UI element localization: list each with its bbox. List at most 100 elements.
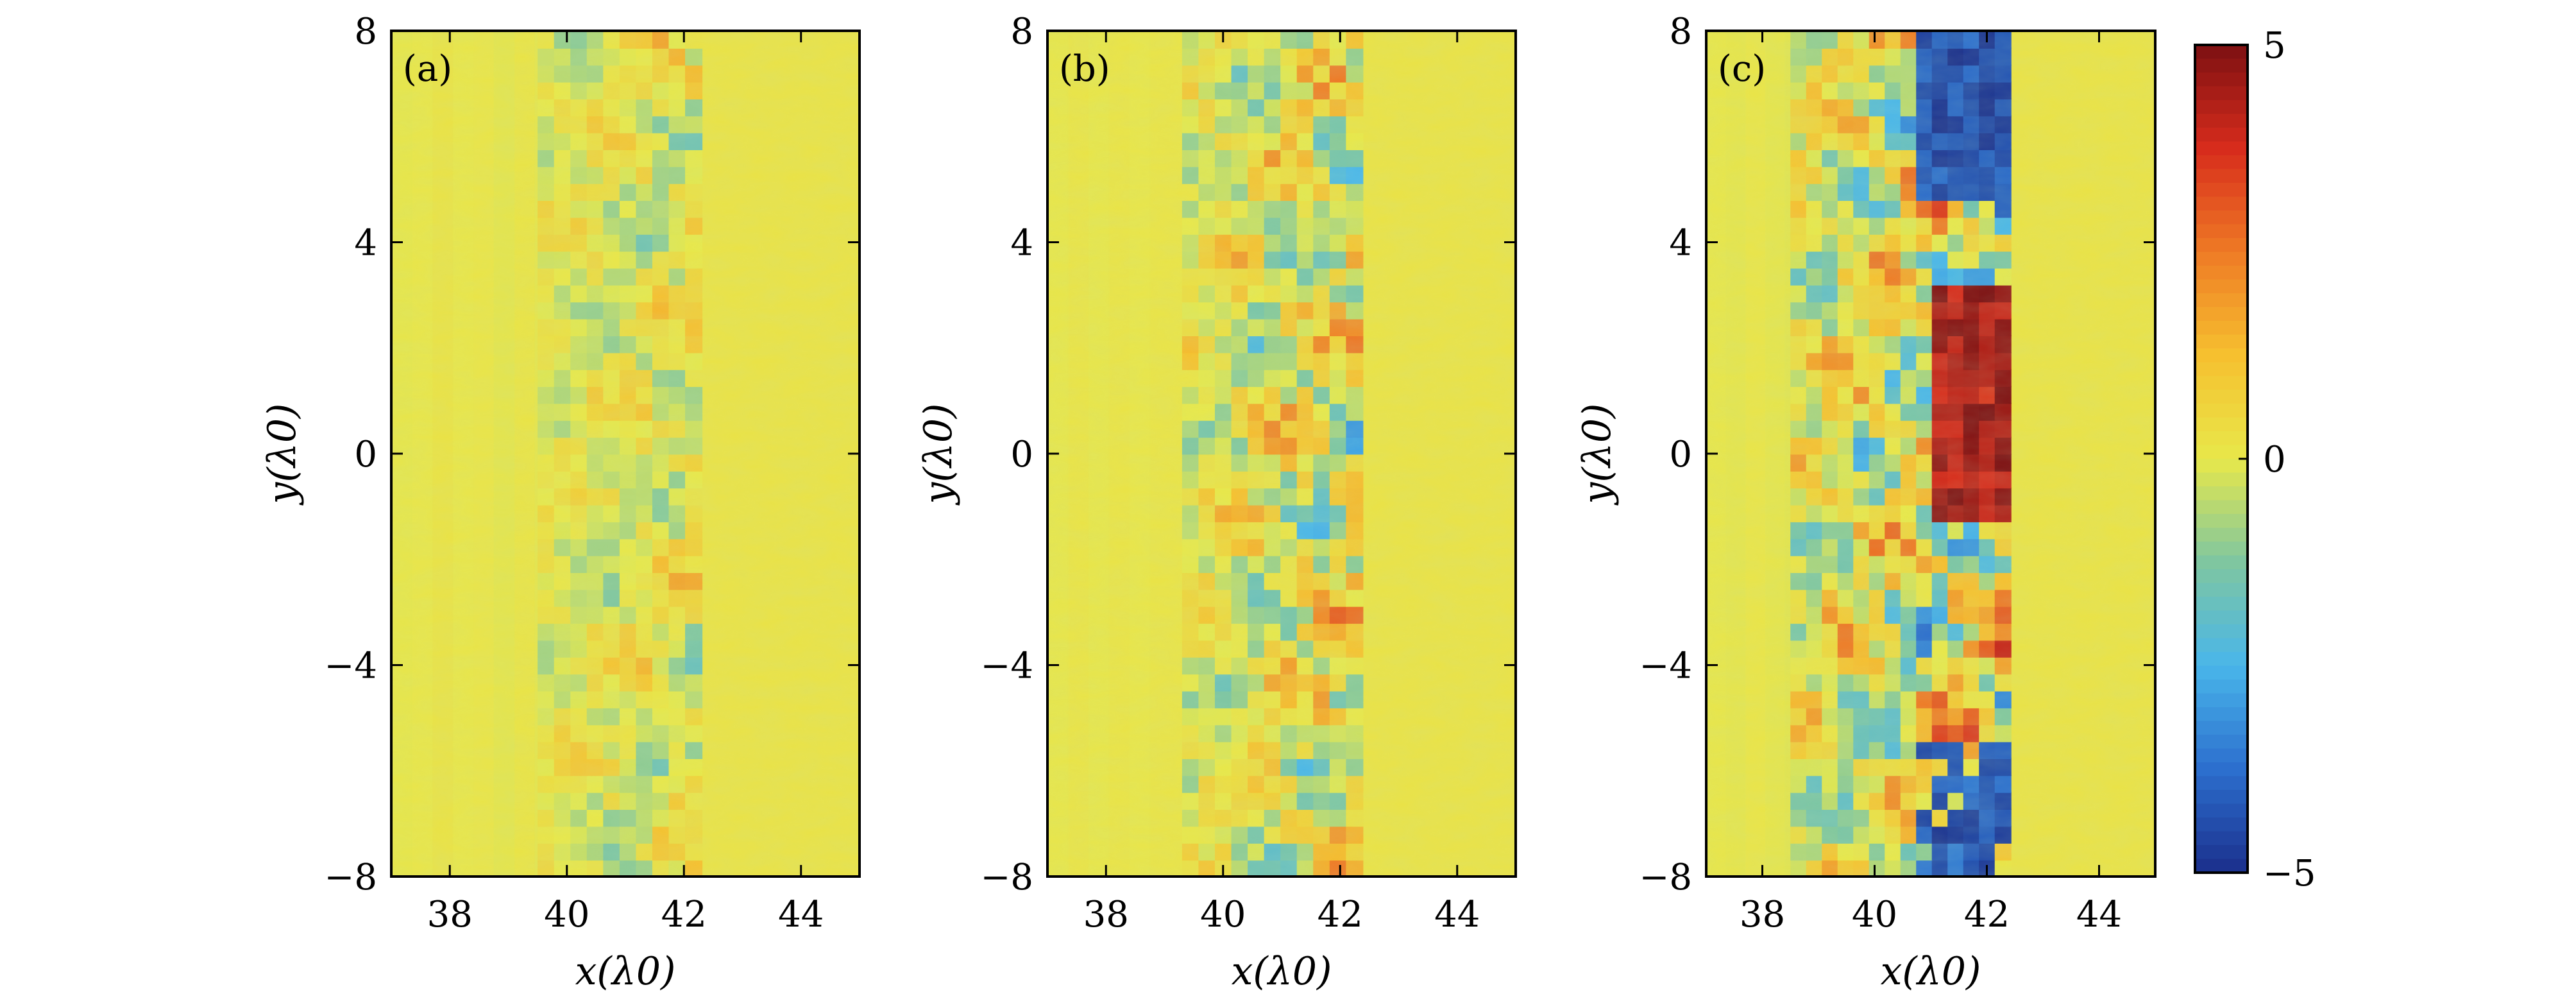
colorbar-swatch	[2195, 362, 2248, 377]
colorbar-swatch	[2195, 404, 2248, 418]
colorbar-swatch	[2195, 169, 2248, 184]
colorbar-swatch	[2195, 45, 2248, 60]
x-tick-label: 44	[778, 894, 824, 936]
y-tick-label: −4	[1639, 646, 1692, 687]
colorbar-swatch	[2195, 376, 2248, 391]
colorbar-swatch	[2195, 762, 2248, 777]
colorbar-tick-label: 0	[2263, 439, 2286, 481]
x-axis-label: x(λ0)	[1881, 949, 1981, 994]
colorbar-swatch	[2195, 445, 2248, 459]
texture-overlay	[1706, 31, 2155, 877]
y-tick-label: −8	[324, 857, 377, 898]
colorbar-swatch	[2195, 652, 2248, 667]
colorbar-swatch	[2195, 817, 2248, 832]
panel-c: 38 40 42 44 −8 −4 0 4 8 x(λ0) y(λ0) (c)	[1575, 11, 2157, 994]
colorbar-swatch	[2195, 569, 2248, 584]
heatmap-field	[1047, 31, 1516, 877]
y-tick-label: 8	[354, 11, 377, 53]
colorbar-tick-label: −5	[2263, 853, 2316, 894]
y-axis-label: y(λ0)	[1575, 404, 1620, 506]
colorbar-swatch	[2195, 542, 2248, 556]
colorbar-swatch	[2195, 238, 2248, 253]
colorbar-swatch	[2195, 334, 2248, 349]
x-axis-label: x(λ0)	[575, 949, 676, 994]
colorbar-swatch	[2195, 348, 2248, 363]
x-tick-label: 40	[544, 894, 589, 936]
panel-label: (b)	[1059, 48, 1110, 90]
colorbar-swatch	[2195, 128, 2248, 142]
x-axis-label: x(λ0)	[1232, 949, 1332, 994]
colorbar-swatch	[2195, 665, 2248, 680]
colorbar-tick-label: 5	[2263, 25, 2286, 67]
colorbar-swatch	[2195, 638, 2248, 653]
colorbar-swatch	[2195, 472, 2248, 487]
colorbar-swatch	[2195, 210, 2248, 225]
y-tick-label: −4	[980, 646, 1033, 687]
texture-overlay	[1047, 31, 1516, 877]
panel-b: 38 40 42 44 −8 −4 0 4 8 x(λ0) y(λ0) (b)	[916, 11, 1517, 994]
y-tick-label: 4	[354, 223, 377, 264]
colorbar-swatch	[2195, 183, 2248, 198]
x-tick-label: 38	[1083, 894, 1129, 936]
colorbar-swatch	[2195, 555, 2248, 570]
colorbar-swatch	[2195, 721, 2248, 735]
colorbar-swatch	[2195, 389, 2248, 404]
y-tick-label: 4	[1010, 223, 1033, 264]
colorbar-swatch	[2195, 196, 2248, 211]
colorbar-swatch	[2195, 86, 2248, 101]
colorbar-swatch	[2195, 527, 2248, 542]
colorbar-swatch	[2195, 417, 2248, 432]
colorbar-swatch	[2195, 224, 2248, 239]
panel-label: (a)	[403, 48, 452, 90]
y-tick-label: −8	[1639, 857, 1692, 898]
x-tick-label: 44	[2076, 894, 2122, 936]
colorbar-swatch	[2195, 790, 2248, 805]
y-axis-label: y(λ0)	[260, 404, 305, 506]
panel-a: 38 40 42 44 −8 −4 0 4 8 x(λ0) y(λ0) (a)	[260, 11, 861, 994]
colorbar-swatch	[2195, 486, 2248, 501]
colorbar: 5 0 −5	[2194, 25, 2316, 894]
colorbar-swatch	[2195, 100, 2248, 115]
colorbar-swatch	[2195, 266, 2248, 280]
x-tick-label: 42	[661, 894, 707, 936]
colorbar-swatch	[2195, 279, 2248, 294]
colorbar-swatch	[2195, 859, 2248, 873]
colorbar-swatch	[2195, 831, 2248, 846]
colorbar-swatch	[2195, 252, 2248, 266]
colorbar-swatch	[2195, 680, 2248, 694]
x-tick-label: 42	[1964, 894, 2010, 936]
colorbar-swatch	[2195, 748, 2248, 763]
colorbar-swatch	[2195, 583, 2248, 597]
colorbar-swatch	[2195, 114, 2248, 128]
x-tick-label: 40	[1200, 894, 1246, 936]
colorbar-swatch	[2195, 141, 2248, 156]
colorbar-swatch	[2195, 58, 2248, 73]
colorbar-swatch	[2195, 597, 2248, 612]
x-tick-label: 44	[1434, 894, 1480, 936]
colorbar-swatch	[2195, 514, 2248, 529]
heatmap-field	[1706, 31, 2155, 877]
y-tick-label: −8	[980, 857, 1033, 898]
colorbar-swatch	[2195, 707, 2248, 722]
y-tick-label: 4	[1669, 223, 1692, 264]
y-tick-label: 0	[1669, 434, 1692, 475]
y-axis-label: y(λ0)	[916, 404, 961, 506]
colorbar-swatch	[2195, 735, 2248, 749]
x-tick-label: 40	[1852, 894, 1897, 936]
colorbar-swatch	[2195, 431, 2248, 446]
colorbar-swatch	[2195, 803, 2248, 818]
colorbar-swatch	[2195, 693, 2248, 708]
colorbar-swatch	[2195, 293, 2248, 308]
y-tick-label: 0	[354, 434, 377, 475]
x-tick-label: 38	[427, 894, 473, 936]
colorbar-swatch	[2195, 624, 2248, 639]
colorbar-swatch	[2195, 845, 2248, 860]
y-tick-label: 8	[1669, 11, 1692, 53]
x-tick-label: 42	[1318, 894, 1363, 936]
colorbar-swatch	[2195, 459, 2248, 474]
colorbar-swatch	[2195, 500, 2248, 515]
colorbar-swatch	[2195, 155, 2248, 170]
y-tick-label: 8	[1010, 11, 1033, 53]
panel-label: (c)	[1718, 48, 1766, 90]
